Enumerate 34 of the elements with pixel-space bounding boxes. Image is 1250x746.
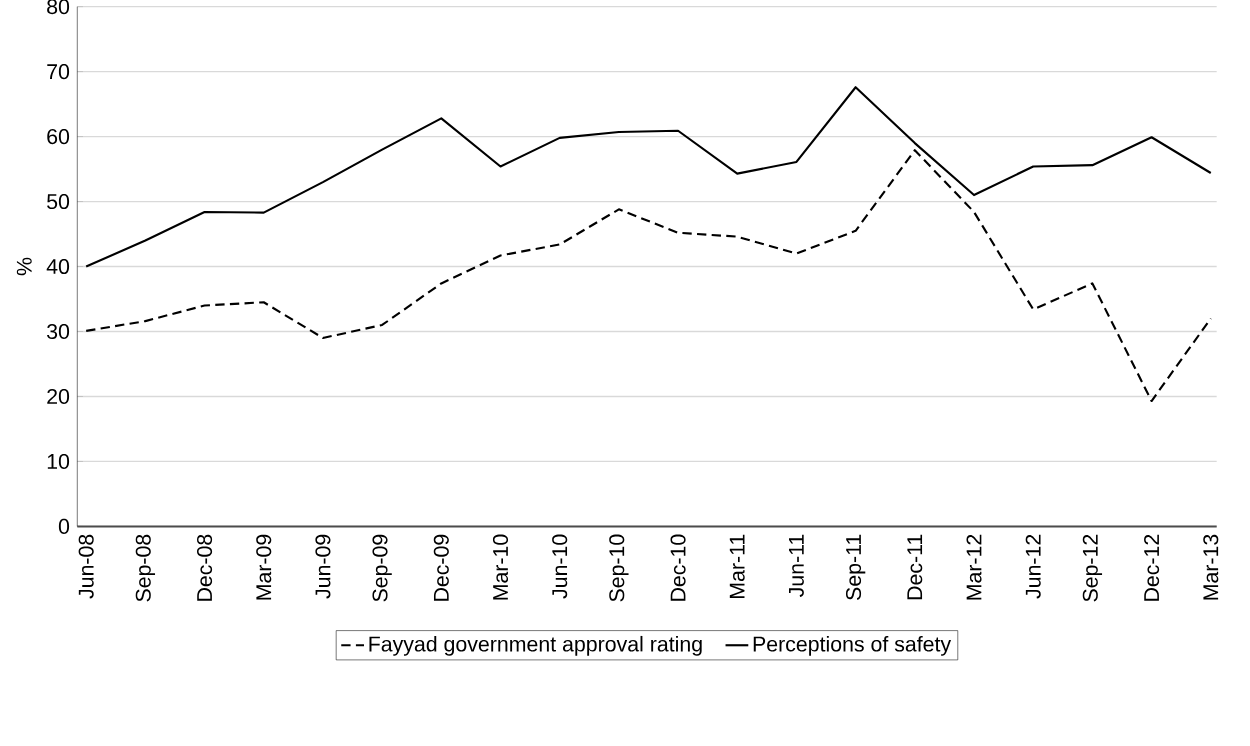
y-tick-label: 70 — [47, 63, 70, 80]
legend-label: Perceptions of safety — [753, 635, 952, 656]
x-tick-label: Sep-09 — [372, 534, 392, 602]
x-tick-label: Jun-10 — [552, 534, 568, 599]
y-tick-label: 30 — [47, 323, 70, 339]
x-tick-label: Mar-09 — [256, 534, 272, 600]
line-series — [85, 86, 1212, 268]
y-tick-label: 20 — [47, 388, 70, 404]
x-tick-label: Jun-08 — [78, 534, 94, 599]
x-tick-label: Mar-13 — [1203, 534, 1219, 600]
x-tick-label: Sep-08 — [135, 534, 156, 602]
x-tick-label: Dec-12 — [1144, 534, 1160, 601]
x-tick-label: Sep-10 — [609, 534, 629, 602]
y-tick-label: 40 — [46, 258, 70, 274]
line-series — [85, 149, 1212, 402]
x-tick-label: Jun-12 — [1025, 534, 1041, 599]
x-tick-label: Dec-09 — [433, 534, 449, 601]
x-tick-label: Mar-12 — [966, 534, 982, 600]
y-tick-label: 60 — [47, 128, 70, 145]
legend-label: Fayyad government approval rating — [369, 635, 702, 656]
y-tick-label: 80 — [47, 0, 70, 15]
y-tick-label: 0 — [58, 518, 70, 534]
x-tick-label: Dec-11 — [907, 534, 923, 600]
y-tick-label: 10 — [47, 453, 70, 469]
x-tick-label: Dec-10 — [670, 534, 686, 601]
x-tick-label: Jun-09 — [315, 534, 331, 599]
x-tick-label: Mar-10 — [492, 534, 509, 600]
x-tick-label: Mar-11 — [729, 534, 745, 598]
x-tick-label: Sep-12 — [1082, 534, 1103, 602]
x-tick-label: Jun-11 — [789, 534, 804, 597]
x-tick-label: Dec-08 — [197, 534, 213, 601]
y-axis-title: % — [16, 257, 32, 276]
x-tick-label: Sep-11 — [845, 534, 866, 600]
y-tick-label: 50 — [47, 193, 70, 209]
